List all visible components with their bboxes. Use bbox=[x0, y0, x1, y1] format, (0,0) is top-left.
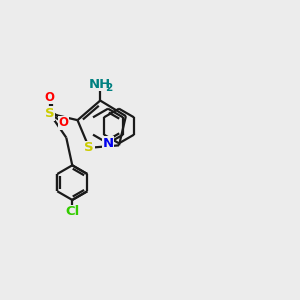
Text: Cl: Cl bbox=[65, 206, 80, 218]
Text: 2: 2 bbox=[105, 83, 112, 93]
Text: O: O bbox=[45, 91, 55, 103]
Text: NH: NH bbox=[89, 78, 111, 91]
Text: S: S bbox=[84, 141, 94, 154]
Text: N: N bbox=[102, 137, 114, 150]
Text: S: S bbox=[45, 107, 55, 120]
Text: O: O bbox=[58, 116, 68, 129]
